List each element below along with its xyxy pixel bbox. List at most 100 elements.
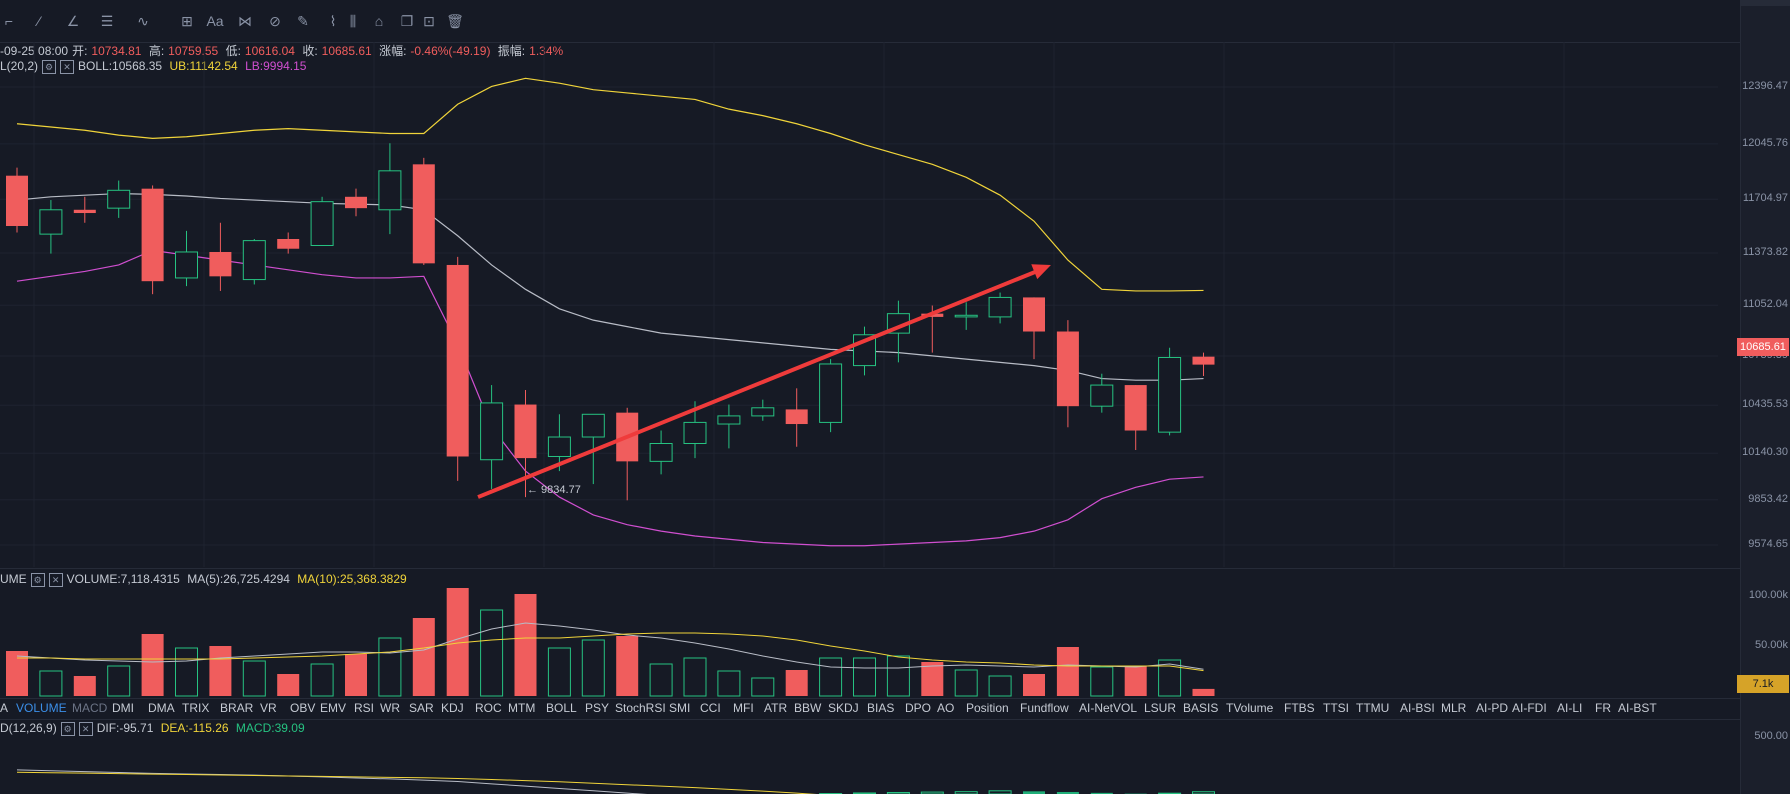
tab-wr[interactable]: WR [380,701,400,715]
measure-icon[interactable]: ⊞ [181,13,193,29]
tab-ai-bst[interactable]: AI-BST [1618,701,1657,715]
volume-bar [954,669,978,697]
tab-vr[interactable]: VR [260,701,277,715]
tab-brar[interactable]: BRAR [220,701,254,715]
copy-icon[interactable]: ❐ [400,13,414,29]
volume-bar [310,663,334,697]
tab-position[interactable]: Position [966,701,1009,715]
ruler-icon[interactable]: ✎ [297,13,309,29]
ma10-value: MA(10):25,368.3829 [297,572,407,586]
trash-icon[interactable]: 🗑 [446,13,464,29]
candle-body [39,209,63,235]
tab-rsi[interactable]: RSI [354,701,375,715]
tab-sar[interactable]: SAR [409,701,434,715]
tab-ttmu[interactable]: TTMU [1356,701,1390,715]
tab-ftbs[interactable]: FTBS [1284,701,1315,715]
tab-bias[interactable]: BIAS [867,701,895,715]
tab-fundflow[interactable]: Fundflow [1020,701,1069,715]
tab-mlr[interactable]: MLR [1441,701,1467,715]
trend-line-icon[interactable]: ⁄ [37,13,41,29]
wave-icon[interactable]: ∿ [137,13,149,29]
macd-indicator-name: D(12,26,9) [0,721,57,735]
tab-lsur[interactable]: LSUR [1144,701,1177,715]
screenshot-icon[interactable]: ⊡ [423,13,435,29]
macd-info-line: D(12,26,9) ⚙ ✕ DIF:-95.71 DEA:-115.26 MACD:… [0,721,309,736]
price-axis-label: 12396.47 [1742,80,1788,92]
tab-roc[interactable]: ROC [475,701,502,715]
macd-value: MACD:39.09 [235,721,305,735]
volume-chart[interactable] [0,586,1718,698]
tab-ao[interactable]: AO [937,701,955,715]
tab-boll[interactable]: BOLL [546,701,577,715]
amplitude-value: 1.34% [529,44,564,58]
tab-ai-pd[interactable]: AI-PD [1476,701,1509,715]
macd-histogram-bar [886,791,910,794]
settings-icon[interactable]: ⚙ [42,59,57,74]
gantt-icon[interactable]: ⫼ [349,13,357,29]
macd-chart[interactable] [0,736,1718,794]
close-icon[interactable]: ✕ [60,59,75,74]
tab-emv[interactable]: EMV [320,701,347,715]
close-icon[interactable]: ✕ [48,572,63,587]
trend-arrow-line[interactable] [477,266,1046,499]
price-axis-label: 9853.42 [1748,492,1788,505]
tab-ttsi[interactable]: TTSI [1323,701,1349,715]
brush-icon[interactable]: ⌇ [329,13,337,29]
price-axis-label: 10435.53 [1742,398,1788,411]
change-value: -0.46%(-49.19) [410,44,491,58]
tab-dmi[interactable]: DMI [112,701,134,715]
tab-smi[interactable]: SMI [669,701,691,715]
text-icon[interactable]: Aa [206,13,224,29]
tab-trix[interactable]: TRIX [182,701,210,715]
volume-bar [853,657,876,697]
tab-a[interactable]: A [0,701,9,715]
tab-kdj[interactable]: KDJ [441,701,464,715]
tab-fr[interactable]: FR [1595,701,1611,715]
candle-body [751,407,775,417]
fib-icon[interactable]: ⋈ [238,13,252,29]
tab-stochrsi[interactable]: StochRSI [615,701,666,715]
tab-ai-netvol[interactable]: AI-NetVOL [1079,701,1138,715]
cursor-icon[interactable]: ⌐ [4,13,14,29]
volume-axis-label: 100.00k [1748,589,1788,601]
tab-mfi[interactable]: MFI [733,701,754,715]
tab-volume[interactable]: VOLUME [16,701,67,715]
volume-bar [480,609,504,697]
volume-bar [1090,666,1114,697]
candle-body [1158,356,1182,433]
tab-ai-li[interactable]: AI-LI [1557,701,1583,715]
settings-icon[interactable]: ⚙ [30,572,45,587]
candle-body [480,402,504,461]
tab-basis[interactable]: BASIS [1183,701,1219,715]
tab-ai-bsi[interactable]: AI-BSI [1400,701,1435,715]
tab-mtm[interactable]: MTM [508,701,536,715]
macd-histogram-bar [1056,791,1079,794]
settings-icon[interactable]: ⚙ [60,721,75,736]
boll-mid-line [16,192,1204,381]
tab-ai-fdi[interactable]: AI-FDI [1512,701,1547,715]
tab-bbw[interactable]: BBW [794,701,822,715]
tab-cci[interactable]: CCI [700,701,721,715]
tab-tvolume[interactable]: TVolume [1226,701,1274,715]
pattern-icon[interactable]: ⊘ [269,13,281,29]
tab-atr[interactable]: ATR [764,701,788,715]
angle-line-icon[interactable]: ∠ [66,13,80,29]
tab-macd[interactable]: MACD [72,701,108,715]
candle-body [107,189,131,209]
close-icon[interactable]: ✕ [78,721,93,736]
volume-bar [1023,674,1045,696]
volume-bar [412,618,435,696]
parallel-channel-icon[interactable]: ☰ [100,13,114,29]
tab-obv[interactable]: OBV [290,701,316,715]
tab-dma[interactable]: DMA [148,701,175,715]
candlestick-chart[interactable] [0,42,1718,567]
volume-bar [107,665,131,697]
lock-icon[interactable]: ⌂ [374,13,384,29]
tab-psy[interactable]: PSY [585,701,610,715]
trend-arrow-head[interactable] [1031,264,1051,280]
candle-body [547,436,571,457]
tab-dpo[interactable]: DPO [905,701,932,715]
candle-body [277,238,300,249]
tab-skdj[interactable]: SKDJ [828,701,859,715]
low-value: 10616.04 [244,44,295,58]
